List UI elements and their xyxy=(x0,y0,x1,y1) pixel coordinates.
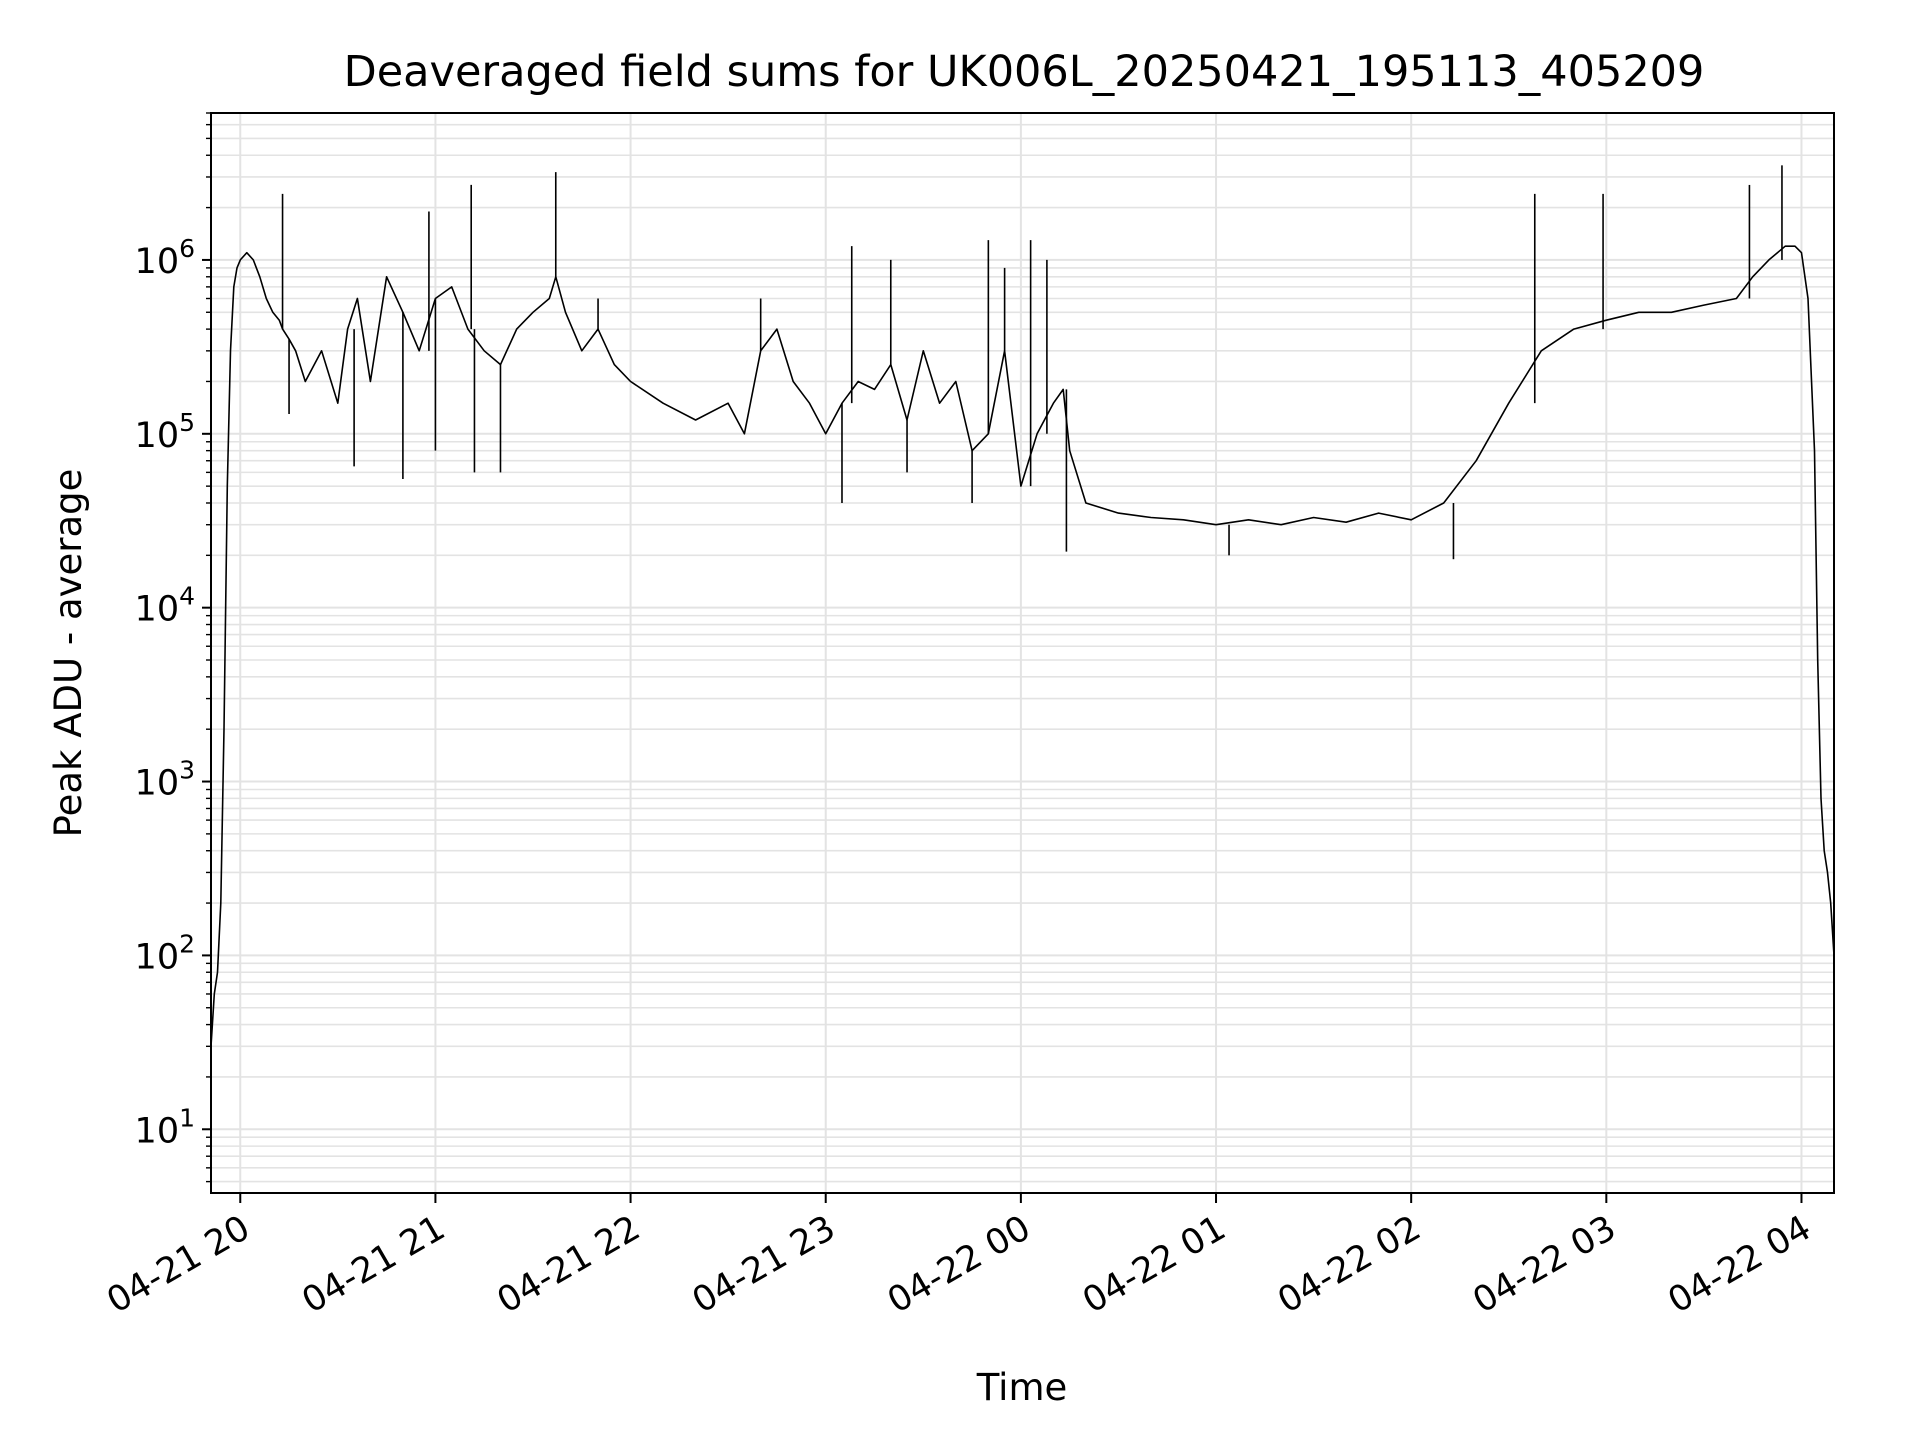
y-tick-label: 102 xyxy=(135,929,195,977)
series-line xyxy=(210,245,1835,1047)
y-axis-label: Peak ADU - average xyxy=(47,469,90,838)
x-axis-label: Time xyxy=(976,1366,1068,1409)
y-tick-label: 103 xyxy=(135,756,195,804)
data-layer xyxy=(210,165,1835,1047)
plot-frame xyxy=(210,112,1835,1194)
chart-title: Deaveraged field sums for UK006L_2025042… xyxy=(344,47,1705,97)
y-tick-label: 101 xyxy=(135,1103,195,1151)
y-tick-label: 105 xyxy=(135,408,195,456)
grid xyxy=(211,112,1834,1193)
y-tick-label: 106 xyxy=(135,234,195,282)
y-tick-label: 104 xyxy=(135,582,195,630)
